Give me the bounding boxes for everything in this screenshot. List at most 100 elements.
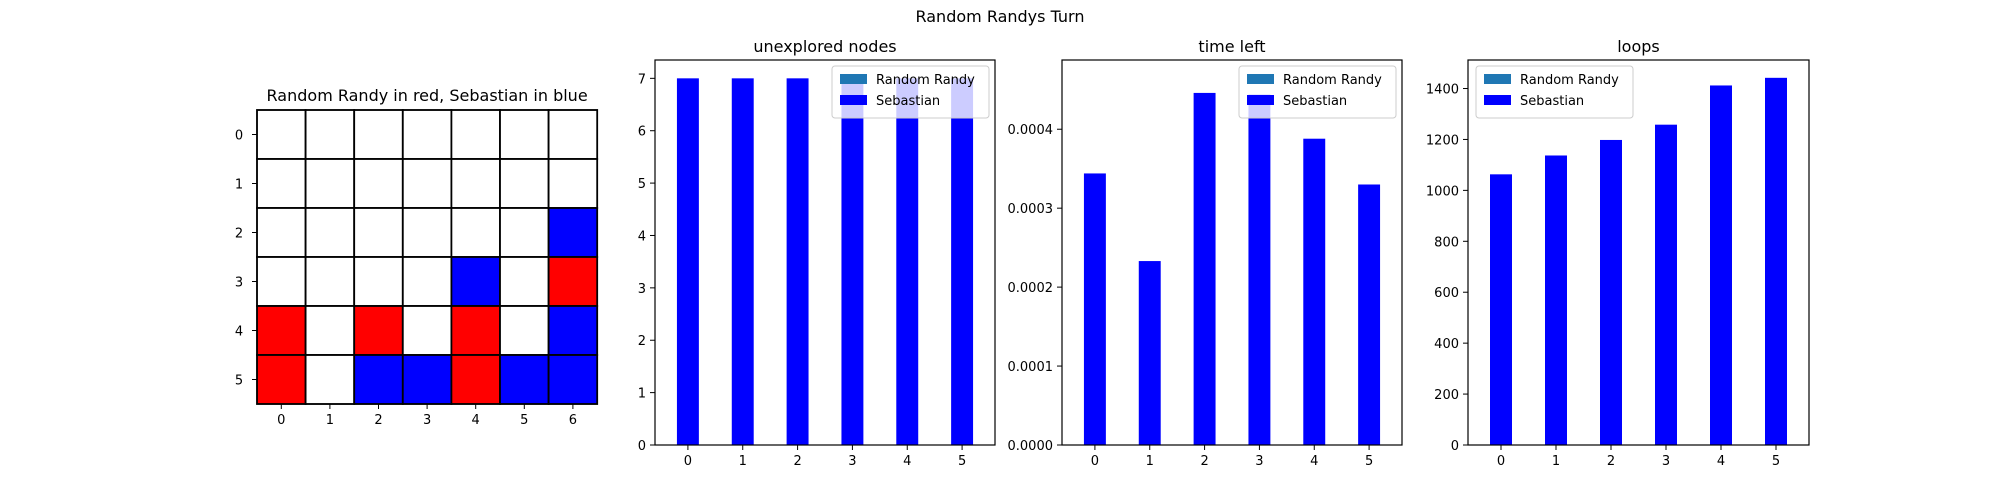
time-left-chart: time left 0.0000 0.0001 0.0002 0.0003 0.0004… bbox=[1008, 37, 1403, 469]
y-tick-label: 6 bbox=[638, 125, 646, 140]
bar-sebastian bbox=[676, 78, 699, 445]
empty-cell bbox=[304, 305, 356, 356]
blue-cell bbox=[450, 256, 501, 307]
empty-cell bbox=[499, 305, 550, 356]
empty-cell bbox=[401, 158, 453, 209]
unexplored-nodes-chart: unexplored nodes 0 1 2 3 4 5 6 7 0 1 2 3 4 5 Random Ra… bbox=[638, 37, 996, 469]
y-tick-label: 0 bbox=[1451, 439, 1459, 454]
empty-cell bbox=[401, 109, 453, 160]
plot-area bbox=[1468, 60, 1809, 445]
blue-cell bbox=[547, 207, 599, 258]
y-tick-label: 0 bbox=[235, 129, 243, 144]
x-tick-label: 0 bbox=[684, 454, 692, 469]
y-tick-label: 2 bbox=[235, 227, 243, 242]
bar-sebastian bbox=[1138, 261, 1161, 445]
legend-label: Sebastian bbox=[1283, 94, 1347, 109]
x-tick-label: 3 bbox=[423, 413, 431, 428]
x-tick-label: 4 bbox=[903, 454, 911, 469]
empty-cell bbox=[547, 109, 599, 160]
empty-cell bbox=[499, 109, 550, 160]
x-tick-label: 2 bbox=[374, 413, 382, 428]
bar-sebastian bbox=[1545, 155, 1567, 445]
y-tick-label: 3 bbox=[638, 282, 646, 297]
legend-label: Random Randy bbox=[1283, 73, 1382, 88]
figure-suptitle: Random Randys Turn bbox=[915, 7, 1084, 26]
x-tick-label: 6 bbox=[569, 413, 577, 428]
y-tick-label: 5 bbox=[638, 177, 646, 192]
legend-box bbox=[831, 65, 990, 119]
x-tick-label: 1 bbox=[326, 413, 334, 428]
empty-cell bbox=[256, 207, 307, 258]
empty-cell bbox=[499, 256, 550, 307]
x-tick-label: 4 bbox=[472, 413, 480, 428]
blue-cell bbox=[547, 305, 599, 356]
y-tick-label: 0.0001 bbox=[1008, 360, 1054, 375]
empty-cell bbox=[353, 109, 404, 160]
legend-box bbox=[1238, 65, 1397, 119]
empty-cell bbox=[353, 158, 404, 209]
x-tick-label: 5 bbox=[1365, 454, 1373, 469]
unexplored-nodes-title: unexplored nodes bbox=[753, 37, 896, 56]
y-tick-label: 1400 bbox=[1426, 83, 1459, 98]
bar-sebastian bbox=[1710, 85, 1732, 446]
bar-sebastian bbox=[1193, 92, 1216, 446]
bar-sebastian bbox=[1303, 138, 1326, 445]
y-tick-label: 0 bbox=[638, 439, 646, 454]
bar-sebastian bbox=[1248, 94, 1271, 445]
red-cell bbox=[450, 354, 501, 405]
plot-area bbox=[1062, 60, 1402, 445]
loops-chart: loops 0 200 400 600 800 1000 1200 1400 0 1 2 3 4 5 Ran… bbox=[1426, 37, 1810, 469]
empty-cell bbox=[304, 109, 356, 160]
bar-sebastian bbox=[731, 78, 754, 445]
blue-cell bbox=[401, 354, 453, 405]
red-cell bbox=[256, 354, 307, 405]
x-tick-label: 2 bbox=[1607, 454, 1615, 469]
bar-sebastian bbox=[1655, 124, 1677, 445]
empty-cell bbox=[256, 109, 307, 160]
empty-cell bbox=[450, 158, 501, 209]
x-tick-label: 0 bbox=[1497, 454, 1505, 469]
time-left-title: time left bbox=[1198, 37, 1265, 56]
x-tick-label: 1 bbox=[1552, 454, 1560, 469]
empty-cell bbox=[401, 256, 453, 307]
y-tick-label: 200 bbox=[1434, 388, 1459, 403]
legend-label: Random Randy bbox=[1520, 73, 1619, 88]
y-tick-label: 5 bbox=[235, 374, 243, 389]
empty-cell bbox=[401, 207, 453, 258]
x-tick-label: 5 bbox=[1772, 454, 1780, 469]
x-tick-label: 3 bbox=[1255, 454, 1263, 469]
blue-cell bbox=[547, 354, 599, 405]
empty-cell bbox=[256, 158, 307, 209]
red-cell bbox=[256, 305, 307, 356]
board-heatmap-panel: Random Randy in red, Sebastian in blue 0… bbox=[235, 86, 599, 428]
red-cell bbox=[353, 305, 404, 356]
empty-cell bbox=[450, 207, 501, 258]
y-tick-label: 3 bbox=[235, 276, 243, 291]
legend-swatch-sebastian bbox=[840, 95, 867, 105]
x-tick-label: 1 bbox=[739, 454, 747, 469]
bar-sebastian bbox=[841, 78, 864, 445]
blue-cell bbox=[353, 354, 404, 405]
blue-cell bbox=[499, 354, 550, 405]
empty-cell bbox=[499, 207, 550, 258]
x-tick-label: 5 bbox=[958, 454, 966, 469]
y-tick-label: 7 bbox=[638, 72, 646, 87]
board-title: Random Randy in red, Sebastian in blue bbox=[267, 86, 588, 105]
y-tick-label: 0.0003 bbox=[1008, 202, 1054, 217]
bar-sebastian bbox=[951, 78, 974, 445]
bar-sebastian bbox=[1358, 184, 1381, 445]
bar-sebastian bbox=[1490, 174, 1512, 445]
legend-swatch-random-randy bbox=[1484, 74, 1511, 84]
empty-cell bbox=[353, 256, 404, 307]
red-cell bbox=[450, 305, 501, 356]
legend-box bbox=[1475, 65, 1634, 119]
empty-cell bbox=[304, 158, 356, 209]
x-tick-label: 4 bbox=[1310, 454, 1318, 469]
y-tick-label: 1000 bbox=[1426, 184, 1459, 199]
y-tick-label: 1200 bbox=[1426, 133, 1459, 148]
bar-sebastian bbox=[1083, 173, 1106, 445]
legend-label: Sebastian bbox=[876, 94, 940, 109]
y-tick-label: 800 bbox=[1434, 235, 1459, 250]
red-cell bbox=[547, 256, 599, 307]
